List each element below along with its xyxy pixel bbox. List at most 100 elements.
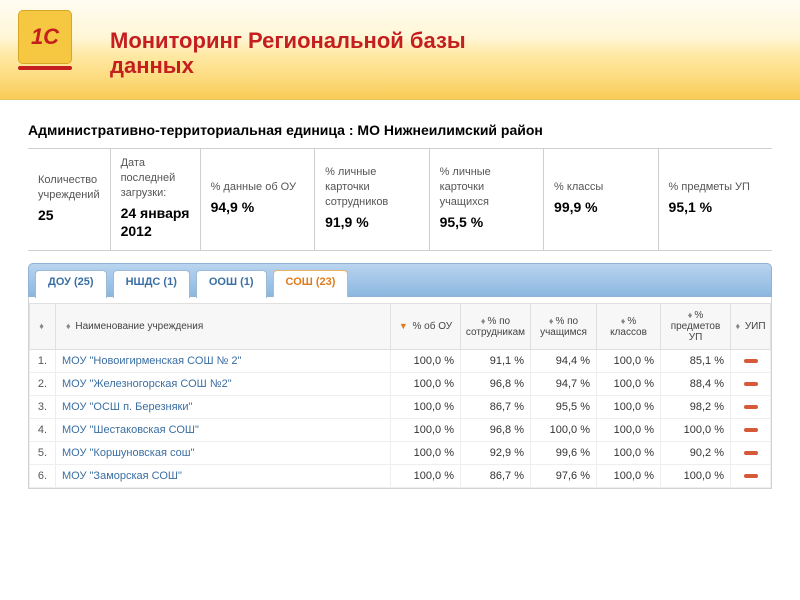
tab-oosh[interactable]: ООШ (1): [196, 270, 267, 298]
sort-icon: ▼: [399, 321, 408, 331]
cell-idx: 5.: [30, 442, 56, 465]
cell-uip: [731, 465, 771, 488]
dash-icon: [744, 474, 758, 478]
metric-label: % личные карточки учащихся: [440, 165, 533, 210]
metric-students: % личные карточки учащихся 95,5 %: [430, 149, 544, 250]
cell-uip: [731, 350, 771, 373]
cell-idx: 2.: [30, 373, 56, 396]
logo-text: 1С: [31, 24, 59, 50]
metric-label: % предметы УП: [669, 180, 762, 195]
cell-name[interactable]: МОУ "ОСШ п. Березняки": [56, 396, 391, 419]
cell-students: 100,0 %: [531, 419, 597, 442]
logo-box: 1С: [18, 10, 72, 64]
section-title-unit: МО Нижнеилимский район: [357, 122, 542, 138]
table-row: 1.МОУ "Новоигирменская СОШ № 2"100,0 %91…: [30, 350, 771, 373]
tabs-strip: ДОУ (25) НШДС (1) ООШ (1) СОШ (23): [28, 263, 772, 297]
sort-icon: ♦: [621, 316, 626, 326]
header-banner: 1С Мониторинг Региональной базы данных: [0, 0, 800, 100]
cell-idx: 6.: [30, 465, 56, 488]
cell-uip: [731, 442, 771, 465]
th-pct-students-label: % по учащимся: [540, 316, 587, 338]
cell-idx: 3.: [30, 396, 56, 419]
cell-uip: [731, 373, 771, 396]
table-row: 6.МОУ "Заморская СОШ"100,0 %86,7 %97,6 %…: [30, 465, 771, 488]
table-row: 4.МОУ "Шестаковская СОШ"100,0 %96,8 %100…: [30, 419, 771, 442]
metric-value: 24 января 2012: [121, 204, 190, 242]
cell-classes: 100,0 %: [597, 373, 661, 396]
cell-subjects: 90,2 %: [661, 442, 731, 465]
metric-classes: % классы 99,9 %: [544, 149, 658, 250]
cell-subjects: 100,0 %: [661, 419, 731, 442]
cell-classes: 100,0 %: [597, 442, 661, 465]
cell-subjects: 85,1 %: [661, 350, 731, 373]
page-title: Мониторинг Региональной базы данных: [90, 0, 510, 79]
section-title: Административно-территориальная единица …: [28, 122, 772, 138]
metric-label: Дата последней загрузки:: [121, 156, 190, 201]
th-pct-ou[interactable]: ▼ % об ОУ: [391, 304, 461, 350]
dash-icon: [744, 405, 758, 409]
cell-name[interactable]: МОУ "Новоигирменская СОШ № 2": [56, 350, 391, 373]
cell-classes: 100,0 %: [597, 465, 661, 488]
data-table: ♦ ♦ Наименование учреждения ▼ % об ОУ ♦%…: [29, 303, 771, 488]
cell-staff: 96,8 %: [461, 373, 531, 396]
dash-icon: [744, 382, 758, 386]
sort-icon: ♦: [735, 321, 740, 331]
table-row: 5.МОУ "Коршуновская сош"100,0 %92,9 %99,…: [30, 442, 771, 465]
dash-icon: [744, 359, 758, 363]
metric-count: Количество учреждений 25: [28, 149, 111, 250]
cell-staff: 92,9 %: [461, 442, 531, 465]
sort-icon: ♦: [688, 310, 693, 320]
cell-uip: [731, 419, 771, 442]
cell-staff: 86,7 %: [461, 465, 531, 488]
th-uip[interactable]: ♦ УИП: [731, 304, 771, 350]
cell-ou: 100,0 %: [391, 373, 461, 396]
th-pct-students[interactable]: ♦% по учащимся: [531, 304, 597, 350]
th-pct-subjects[interactable]: ♦% предметов УП: [661, 304, 731, 350]
cell-ou: 100,0 %: [391, 396, 461, 419]
cell-name[interactable]: МОУ "Железногорская СОШ №2": [56, 373, 391, 396]
metric-date: Дата последней загрузки: 24 января 2012: [111, 149, 201, 250]
cell-ou: 100,0 %: [391, 465, 461, 488]
logo-underline: [18, 66, 72, 70]
section-title-prefix: Административно-территориальная единица …: [28, 122, 354, 138]
metric-label: % данные об ОУ: [211, 180, 304, 195]
cell-students: 97,6 %: [531, 465, 597, 488]
cell-classes: 100,0 %: [597, 419, 661, 442]
th-pct-ou-label: % об ОУ: [413, 321, 453, 332]
metric-label: % классы: [554, 180, 647, 195]
metric-label: Количество учреждений: [38, 173, 100, 203]
cell-ou: 100,0 %: [391, 350, 461, 373]
tab-sosh[interactable]: СОШ (23): [273, 270, 349, 298]
cell-ou: 100,0 %: [391, 419, 461, 442]
metric-subjects: % предметы УП 95,1 %: [659, 149, 772, 250]
th-name[interactable]: ♦ Наименование учреждения: [56, 304, 391, 350]
cell-students: 95,5 %: [531, 396, 597, 419]
cell-students: 94,4 %: [531, 350, 597, 373]
th-pct-subjects-label: % предметов УП: [671, 310, 721, 343]
cell-subjects: 88,4 %: [661, 373, 731, 396]
metric-value: 94,9 %: [211, 198, 304, 217]
tab-dou[interactable]: ДОУ (25): [35, 270, 107, 298]
dash-icon: [744, 451, 758, 455]
cell-name[interactable]: МОУ "Шестаковская СОШ": [56, 419, 391, 442]
cell-ou: 100,0 %: [391, 442, 461, 465]
metric-value: 25: [38, 206, 100, 225]
cell-staff: 91,1 %: [461, 350, 531, 373]
th-sort-idx[interactable]: ♦: [30, 304, 56, 350]
th-uip-label: УИП: [745, 321, 766, 332]
metric-value: 91,9 %: [325, 213, 418, 232]
cell-subjects: 100,0 %: [661, 465, 731, 488]
metrics-row: Количество учреждений 25 Дата последней …: [28, 148, 772, 251]
metric-value: 95,5 %: [440, 213, 533, 232]
metric-ou: % данные об ОУ 94,9 %: [201, 149, 315, 250]
th-pct-classes-label: % классов: [610, 316, 647, 338]
cell-name[interactable]: МОУ "Заморская СОШ": [56, 465, 391, 488]
cell-uip: [731, 396, 771, 419]
cell-name[interactable]: МОУ "Коршуновская сош": [56, 442, 391, 465]
tab-nshds[interactable]: НШДС (1): [113, 270, 190, 298]
cell-subjects: 98,2 %: [661, 396, 731, 419]
cell-staff: 96,8 %: [461, 419, 531, 442]
th-pct-classes[interactable]: ♦% классов: [597, 304, 661, 350]
th-pct-staff[interactable]: ♦% по сотрудникам: [461, 304, 531, 350]
table-wrap: ♦ ♦ Наименование учреждения ▼ % об ОУ ♦%…: [28, 297, 772, 489]
